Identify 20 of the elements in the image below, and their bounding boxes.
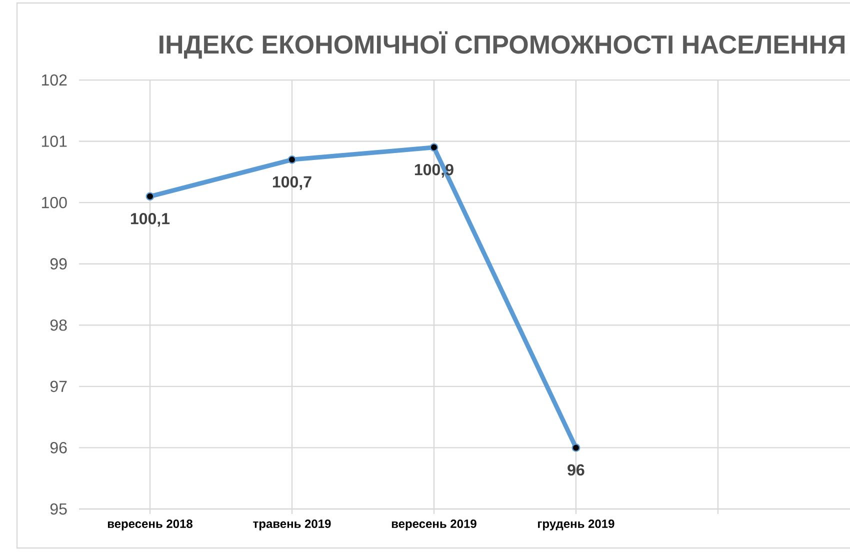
point [288, 155, 296, 164]
y-tick-label: 98 [50, 319, 67, 331]
y-tick-label: 99 [50, 258, 67, 270]
x-tick-label: вересень 2019 [392, 520, 476, 530]
y-tick-label: 102 [42, 74, 67, 86]
x-tick-label: травень 2019 [253, 520, 331, 530]
data-label: 96 [568, 464, 584, 476]
y-tick-label: 95 [50, 503, 67, 515]
data-label: 100,7 [272, 176, 312, 190]
y-tick-label: 96 [50, 442, 67, 454]
point [146, 192, 154, 201]
point [572, 444, 580, 452]
y-tick-label: 97 [50, 380, 67, 392]
point [430, 143, 438, 152]
y-tick-label: 101 [42, 136, 67, 147]
y-tick-label: 100 [42, 196, 67, 208]
data-label: 100,1 [130, 212, 170, 227]
x-tick-label: вересень 2018 [108, 520, 192, 530]
x-tick-label: грудень 2019 [538, 520, 614, 530]
chart-title: ІНДЕКС ЕКОНОМІЧНОЇ СПРОМОЖНОСТІ НАСЕЛЕННЯ [160, 31, 844, 59]
